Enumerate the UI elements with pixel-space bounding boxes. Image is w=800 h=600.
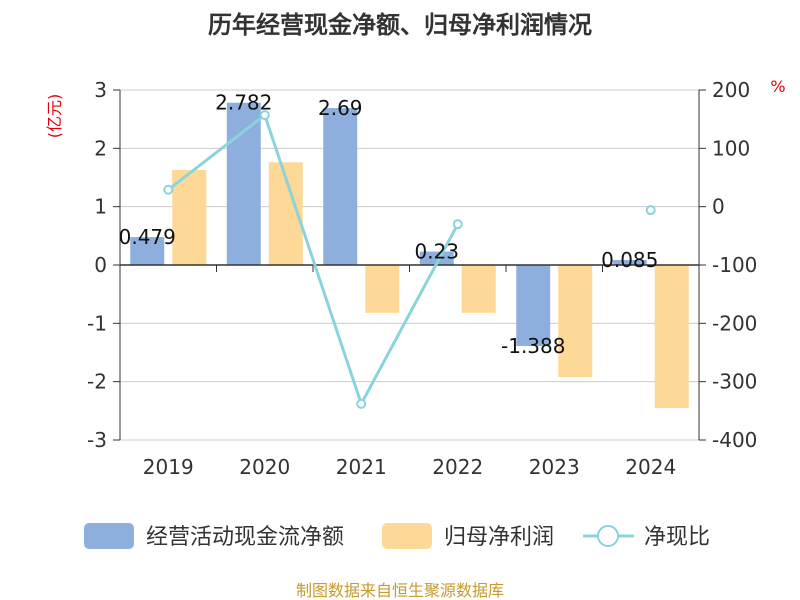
ratio-point <box>259 110 270 121</box>
cash-flow-bar <box>226 102 261 265</box>
cash-flow-data-label: 0.085 <box>601 248 658 272</box>
legend: 经营活动现金流净额 归母净利润 净现比 <box>84 523 710 550</box>
legend-swatch-cash-flow <box>84 523 134 549</box>
ratio-line-path <box>167 112 460 408</box>
ratio-point <box>452 219 463 230</box>
category-label: 2019 <box>143 455 194 479</box>
net-profit-bar <box>558 265 593 377</box>
left-tick-label: 1 <box>94 195 107 219</box>
left-tick-label: -2 <box>87 370 107 394</box>
category-label: 2021 <box>336 455 387 479</box>
left-tick-label: 3 <box>94 78 107 102</box>
legend-label-cash-flow: 经营活动现金流净额 <box>146 525 344 550</box>
cash-flow-data-label: 2.782 <box>215 91 272 115</box>
left-tick-label: -1 <box>87 311 107 335</box>
left-tick-label: -3 <box>87 428 107 452</box>
category-label: 2020 <box>239 455 290 479</box>
right-tick-label: 0 <box>712 195 725 219</box>
category-label: 2023 <box>529 455 580 479</box>
cash-flow-data-label: 0.23 <box>414 240 459 264</box>
axes: 3 2 1 0 -1 -2 -3 200 100 0 -100 -200 -300 -400 2019 202… <box>87 78 757 479</box>
right-tick-label: 200 <box>712 78 750 102</box>
left-tick-label: 2 <box>94 136 107 160</box>
cash-flow-bar <box>323 108 358 265</box>
legend-swatch-ratio-marker <box>597 525 619 547</box>
right-tick-label: 100 <box>712 136 750 160</box>
legend-swatch-net-profit <box>382 523 432 549</box>
ratio-line <box>163 110 656 409</box>
cash-flow-bar <box>419 251 454 265</box>
net-profit-bar <box>461 265 496 313</box>
cash-flow-bar <box>612 260 647 265</box>
right-tick-label: -100 <box>712 253 757 277</box>
ratio-point <box>645 205 656 216</box>
net-profit-bar <box>365 265 400 313</box>
right-tick-label: -400 <box>712 428 757 452</box>
cash-flow-bar <box>516 265 551 346</box>
left-tick-label: 0 <box>94 253 107 277</box>
cash-flow-data-label: 0.479 <box>119 225 176 249</box>
category-label: 2022 <box>432 455 483 479</box>
legend-label-ratio: 净现比 <box>644 525 710 550</box>
legend-label-net-profit: 归母净利润 <box>444 525 554 550</box>
net-profit-bar <box>172 169 207 265</box>
net-profit-bar <box>654 265 689 408</box>
ratio-point <box>163 184 174 195</box>
right-axis-unit: % <box>770 77 785 96</box>
cash-flow-data-label: 2.69 <box>318 96 363 120</box>
data-source-note: 制图数据来自恒生聚源数据库 <box>296 581 504 600</box>
left-axis-unit: (亿元) <box>45 94 64 139</box>
chart-title: 历年经营现金净额、归母净利润情况 <box>208 11 592 39</box>
cash-flow-bar <box>130 237 165 265</box>
ratio-point <box>356 398 367 409</box>
cash-flow-data-label: -1.388 <box>501 334 565 358</box>
right-tick-label: -300 <box>712 370 757 394</box>
category-label: 2024 <box>625 455 676 479</box>
right-tick-label: -200 <box>712 311 757 335</box>
data-labels: 0.479 2.782 2.69 0.23 -1.388 0.085 <box>119 91 659 358</box>
